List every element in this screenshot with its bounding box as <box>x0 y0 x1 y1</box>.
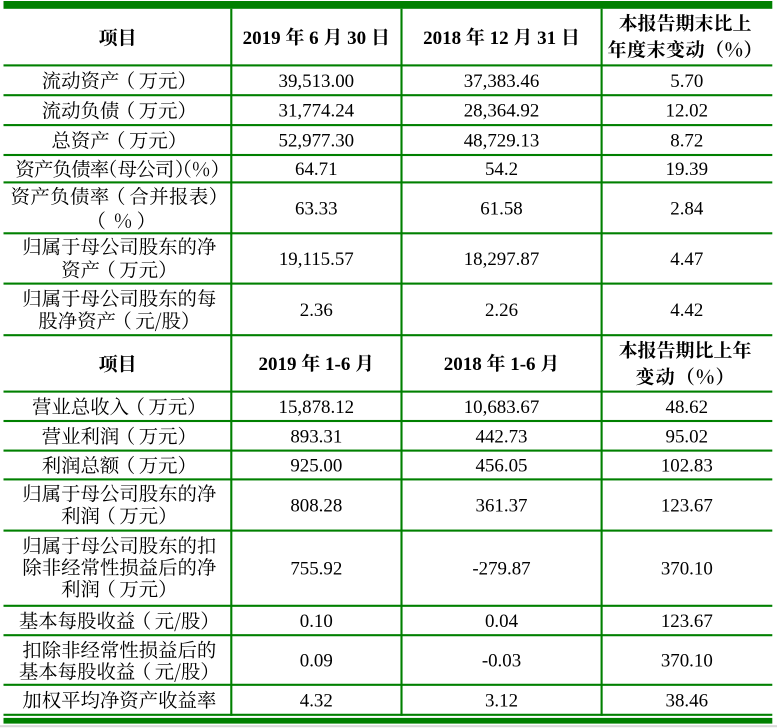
svg-text:2019: 2019 <box>243 28 281 49</box>
svg-text:38.46: 38.46 <box>666 690 709 711</box>
svg-text:18,297.87: 18,297.87 <box>464 249 540 270</box>
svg-text:63.33: 63.33 <box>295 198 338 219</box>
svg-text:6: 6 <box>309 28 319 49</box>
svg-text:1-6: 1-6 <box>325 354 350 375</box>
svg-text:-279.87: -279.87 <box>472 559 530 580</box>
svg-text:12: 12 <box>490 28 509 49</box>
svg-text:31,774.24: 31,774.24 <box>279 101 355 122</box>
svg-text:48.62: 48.62 <box>666 397 709 418</box>
svg-text:8.72: 8.72 <box>670 131 703 152</box>
svg-text:61.58: 61.58 <box>480 198 523 219</box>
svg-text:3.12: 3.12 <box>485 690 518 711</box>
svg-text:2018: 2018 <box>423 28 461 49</box>
svg-text:30: 30 <box>347 28 366 49</box>
svg-text:456.05: 456.05 <box>476 456 528 477</box>
svg-text:31: 31 <box>537 28 556 49</box>
svg-text:15,878.12: 15,878.12 <box>279 397 355 418</box>
svg-text:0.09: 0.09 <box>300 651 333 672</box>
svg-text:442.73: 442.73 <box>476 426 528 447</box>
svg-text:4.32: 4.32 <box>300 690 333 711</box>
svg-text:52,977.30: 52,977.30 <box>279 131 355 152</box>
svg-text:361.37: 361.37 <box>476 496 528 517</box>
svg-text:123.67: 123.67 <box>661 611 713 632</box>
svg-text:123.67: 123.67 <box>661 496 713 517</box>
svg-text:755.92: 755.92 <box>290 559 342 580</box>
svg-text:2018: 2018 <box>444 354 482 375</box>
svg-text:2019: 2019 <box>259 354 297 375</box>
svg-text:2.36: 2.36 <box>300 300 333 321</box>
svg-text:0.04: 0.04 <box>485 611 519 632</box>
svg-text:10,683.67: 10,683.67 <box>464 397 540 418</box>
svg-text:5.70: 5.70 <box>670 71 703 92</box>
svg-text:12.02: 12.02 <box>666 101 709 122</box>
svg-text:37,383.46: 37,383.46 <box>464 71 540 92</box>
svg-text:0.10: 0.10 <box>300 611 333 632</box>
svg-text:370.10: 370.10 <box>661 651 713 672</box>
svg-text:28,364.92: 28,364.92 <box>464 101 540 122</box>
svg-text:102.83: 102.83 <box>661 456 713 477</box>
svg-text:54.2: 54.2 <box>485 159 518 180</box>
svg-text:39,513.00: 39,513.00 <box>279 71 355 92</box>
svg-text:2.84: 2.84 <box>670 198 704 219</box>
svg-text:4.42: 4.42 <box>670 300 703 321</box>
svg-text:808.28: 808.28 <box>290 496 342 517</box>
svg-text:19,115.57: 19,115.57 <box>279 249 354 270</box>
svg-text:893.31: 893.31 <box>290 426 342 447</box>
svg-text:-0.03: -0.03 <box>482 651 521 672</box>
svg-text:1-6: 1-6 <box>510 354 535 375</box>
svg-text:925.00: 925.00 <box>290 456 342 477</box>
svg-text:48,729.13: 48,729.13 <box>464 131 540 152</box>
svg-text:2.26: 2.26 <box>485 300 518 321</box>
svg-text:95.02: 95.02 <box>666 426 709 447</box>
svg-text:64.71: 64.71 <box>295 159 338 180</box>
svg-text:370.10: 370.10 <box>661 559 713 580</box>
svg-text:4.47: 4.47 <box>670 249 703 270</box>
svg-text:19.39: 19.39 <box>666 159 709 180</box>
